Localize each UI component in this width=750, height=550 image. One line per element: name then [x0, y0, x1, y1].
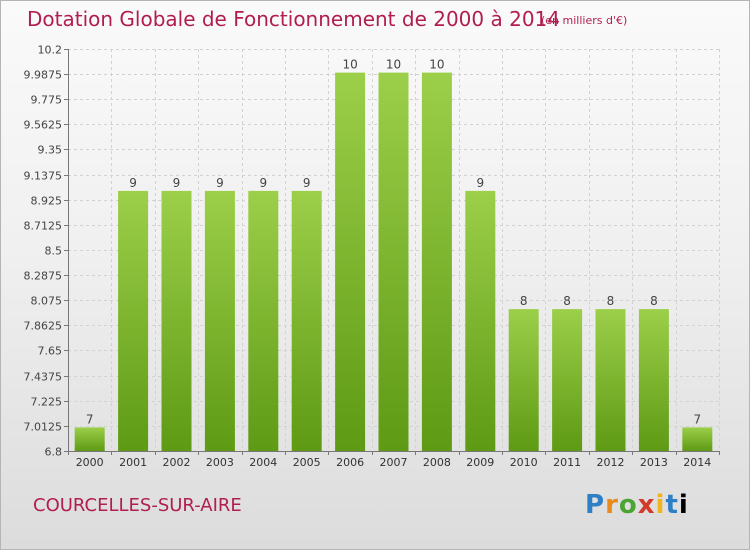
x-tick-label: 2005 [293, 456, 321, 469]
y-tick-label: 6.8 [45, 446, 63, 459]
bar-2011 [552, 309, 583, 451]
bar-2013 [638, 309, 669, 451]
bar-2010 [508, 309, 539, 451]
x-tick-label: 2014 [683, 456, 711, 469]
proxiti-logo[interactable]: Proxiti [585, 490, 689, 520]
data-label: 9 [216, 176, 224, 190]
x-tick-label: 2000 [76, 456, 104, 469]
y-tick-label: 7.0125 [24, 421, 63, 434]
y-tick-label: 7.8625 [24, 320, 63, 333]
y-tick-label: 8.7125 [24, 220, 63, 233]
bar-2004 [248, 190, 279, 451]
y-tick-label: 8.5 [45, 245, 63, 258]
y-tick-label: 7.225 [31, 396, 63, 409]
y-tick-label: 9.9875 [24, 69, 63, 82]
x-tick-label: 2008 [423, 456, 451, 469]
bar-2002 [161, 190, 192, 451]
data-label: 9 [173, 176, 181, 190]
y-tick-label: 10.2 [38, 44, 63, 57]
bar-2008 [421, 72, 452, 451]
bar-2006 [335, 72, 366, 451]
y-tick-label: 7.65 [38, 345, 63, 358]
chart-title: Dotation Globale de Fonctionnement de 20… [27, 7, 560, 31]
y-tick-label: 8.075 [31, 295, 63, 308]
x-tick-label: 2011 [553, 456, 581, 469]
bars [74, 72, 713, 451]
y-tick-label: 9.775 [31, 94, 63, 107]
y-tick-label: 9.5625 [24, 119, 63, 132]
y-tick-label: 7.4375 [24, 371, 63, 384]
bar-2007 [378, 72, 409, 451]
x-tick-label: 2007 [380, 456, 408, 469]
x-tick-label: 2013 [640, 456, 668, 469]
y-tick-label: 9.1375 [24, 170, 63, 183]
bar-2014 [682, 427, 713, 451]
data-label: 10 [386, 58, 401, 72]
data-label: 10 [342, 58, 357, 72]
data-labels: 7 9 9 9 9 9 10 10 10 9 8 8 8 8 7 [86, 58, 701, 427]
y-axis-ticks: 6.8 7.0125 7.225 7.4375 7.65 7.8625 8.075 8.287… [24, 44, 68, 459]
data-label: 8 [650, 294, 658, 308]
x-tick-label: 2010 [510, 456, 538, 469]
data-label: 9 [129, 176, 137, 190]
x-tick-label: 2003 [206, 456, 234, 469]
bar-2005 [291, 190, 322, 451]
data-label: 9 [476, 176, 484, 190]
bar-2001 [118, 190, 149, 451]
x-tick-label: 2006 [336, 456, 364, 469]
data-label: 9 [303, 176, 311, 190]
commune-name: COURCELLES-SUR-AIRE [33, 495, 242, 516]
bar-2012 [595, 309, 626, 451]
x-tick-label: 2002 [163, 456, 191, 469]
data-label: 9 [259, 176, 267, 190]
chart-subtitle: (en milliers d'€) [541, 14, 628, 27]
data-label: 8 [563, 294, 571, 308]
y-tick-label: 8.2875 [24, 270, 63, 283]
y-tick-label: 9.35 [38, 144, 63, 157]
data-label: 7 [693, 412, 701, 426]
bar-2009 [465, 190, 496, 451]
data-label: 7 [86, 412, 94, 426]
x-tick-label: 2009 [466, 456, 494, 469]
x-axis-ticks: 2000 2001 2002 2003 2004 2005 2006 2007 2008 2009… [68, 451, 720, 469]
data-label: 8 [520, 294, 528, 308]
x-tick-label: 2001 [119, 456, 147, 469]
data-label: 10 [429, 58, 444, 72]
axes [68, 49, 719, 452]
data-label: 8 [607, 294, 615, 308]
y-tick-label: 8.925 [31, 195, 63, 208]
x-tick-label: 2004 [249, 456, 277, 469]
bar-2000 [74, 427, 105, 451]
bar-2003 [204, 190, 235, 451]
x-tick-label: 2012 [597, 456, 625, 469]
